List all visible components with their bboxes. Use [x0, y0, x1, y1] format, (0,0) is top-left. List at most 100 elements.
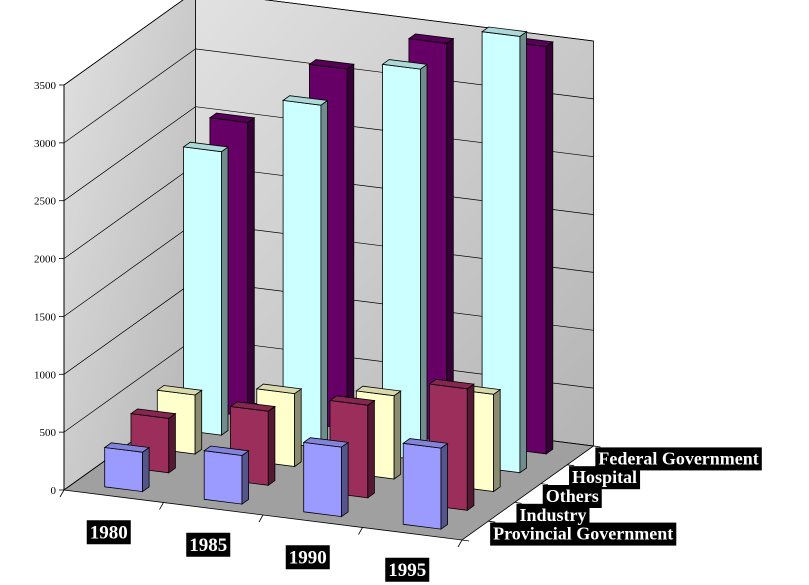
series-label-background [542, 485, 602, 508]
bar [203, 445, 250, 505]
bar-side-face [493, 388, 501, 493]
bar-top-face [328, 395, 376, 406]
gridline [63, 48, 594, 144]
bar-top-face [402, 438, 449, 449]
bar-top-face [129, 408, 177, 419]
bar-front-face [203, 450, 243, 505]
y-tick-label: 1000 [34, 369, 57, 381]
x-tick-label-background [285, 545, 330, 570]
x-tick-label-background [186, 532, 231, 557]
series-label: Industry [516, 503, 590, 527]
x-tick-label-text: 1995 [388, 560, 426, 581]
x-tick-label: 1985 [186, 532, 231, 557]
x-tick-mark [457, 539, 463, 548]
bar-top-face [428, 378, 475, 390]
bar-side-face [419, 63, 428, 461]
bar-top-face [381, 59, 429, 70]
x-tick-mark [59, 489, 65, 498]
series-label-text: Others [546, 486, 599, 506]
bar-side-face [142, 446, 150, 493]
x-tick-label: 1990 [285, 545, 330, 570]
bar [481, 26, 528, 474]
bar-top-face [481, 26, 528, 37]
bar-top-face [302, 437, 350, 448]
depth-tick-mark [514, 502, 522, 504]
x-tick-label-background [385, 557, 430, 582]
gridline [63, 0, 594, 86]
bar-side-face [440, 442, 449, 530]
y-axis: 0 500 1000 1500 2000 2500 3000 3500 [34, 80, 65, 497]
depth-tick-mark [540, 483, 548, 485]
y-tick-label: 1500 [34, 311, 57, 323]
bar-side-face [294, 388, 302, 468]
x-tick-label: 1980 [86, 520, 131, 545]
x-tick-mark [159, 502, 164, 510]
y-tick-label: 3500 [34, 80, 57, 92]
series-labels: Provincial GovernmentIndustryOthersHospi… [461, 445, 762, 546]
series-label-text: Hospital [572, 467, 637, 487]
bar-top-face [355, 385, 402, 397]
bar-front-face [104, 447, 143, 493]
x-tick-mark [258, 514, 264, 523]
series-label-background [595, 447, 762, 471]
bar [402, 438, 449, 530]
depth-tick-mark [593, 445, 601, 448]
series-label-background [516, 503, 590, 527]
bar-side-face [194, 389, 203, 455]
x-axis-labels: 1980 1985 1990 1995 [59, 489, 463, 582]
bar [182, 141, 230, 436]
x-tick-label: 1995 [385, 557, 430, 582]
y-tick-label: 0 [51, 485, 57, 497]
x-tick-label-background [86, 520, 131, 545]
bar-side-face [220, 146, 229, 436]
bar-side-face [545, 41, 554, 455]
bar-top-face [282, 95, 329, 106]
bar-top-face [203, 445, 250, 456]
bar-front-face [402, 442, 442, 530]
bar-side-face [247, 117, 255, 418]
bar-side-face [466, 383, 475, 512]
y-tick-label: 500 [40, 427, 57, 439]
depth-tick-mark [567, 464, 575, 467]
y-tick-label: 2000 [34, 254, 57, 266]
bar-top-face [103, 442, 151, 453]
series-label: Others [542, 485, 602, 508]
series-label-text: Provincial Government [493, 524, 673, 544]
bar-side-face [393, 390, 402, 480]
depth-tick-mark [461, 539, 470, 542]
bar-side-face [168, 412, 176, 474]
bar [103, 442, 151, 493]
bar-side-face [267, 405, 276, 487]
depth-tick-mark [488, 520, 496, 523]
x-tick-label-text: 1990 [289, 547, 327, 568]
bar-top-face [208, 112, 256, 123]
x-tick-label-text: 1985 [189, 535, 227, 556]
bar-front-face [303, 441, 342, 518]
x-tick-mark [358, 527, 363, 535]
y-tick-label: 3000 [34, 138, 57, 150]
bars [103, 26, 554, 530]
bar-top-face [156, 385, 203, 396]
series-label-background [490, 522, 677, 546]
x-tick-label-text: 1980 [90, 522, 128, 543]
series-label: Federal Government [595, 447, 762, 471]
bar-top-face [229, 401, 276, 412]
bar-side-face [346, 63, 355, 430]
series-label-text: Industry [519, 505, 586, 525]
bar-side-face [241, 450, 250, 505]
bar-top-face [308, 59, 355, 70]
bar-side-face [367, 399, 375, 499]
bar-top-face [182, 141, 230, 153]
series-label-background [569, 466, 641, 490]
bar [282, 95, 329, 449]
bar-side-face [341, 441, 349, 518]
bar-side-face [320, 99, 328, 449]
bar-side-face [519, 30, 527, 474]
bar [302, 437, 350, 518]
bar-top-face [407, 33, 455, 44]
series-label-text: Federal Government [598, 448, 758, 468]
gridline [63, 106, 594, 201]
y-tick-label: 2500 [34, 196, 57, 208]
bar-top-face [255, 383, 303, 395]
